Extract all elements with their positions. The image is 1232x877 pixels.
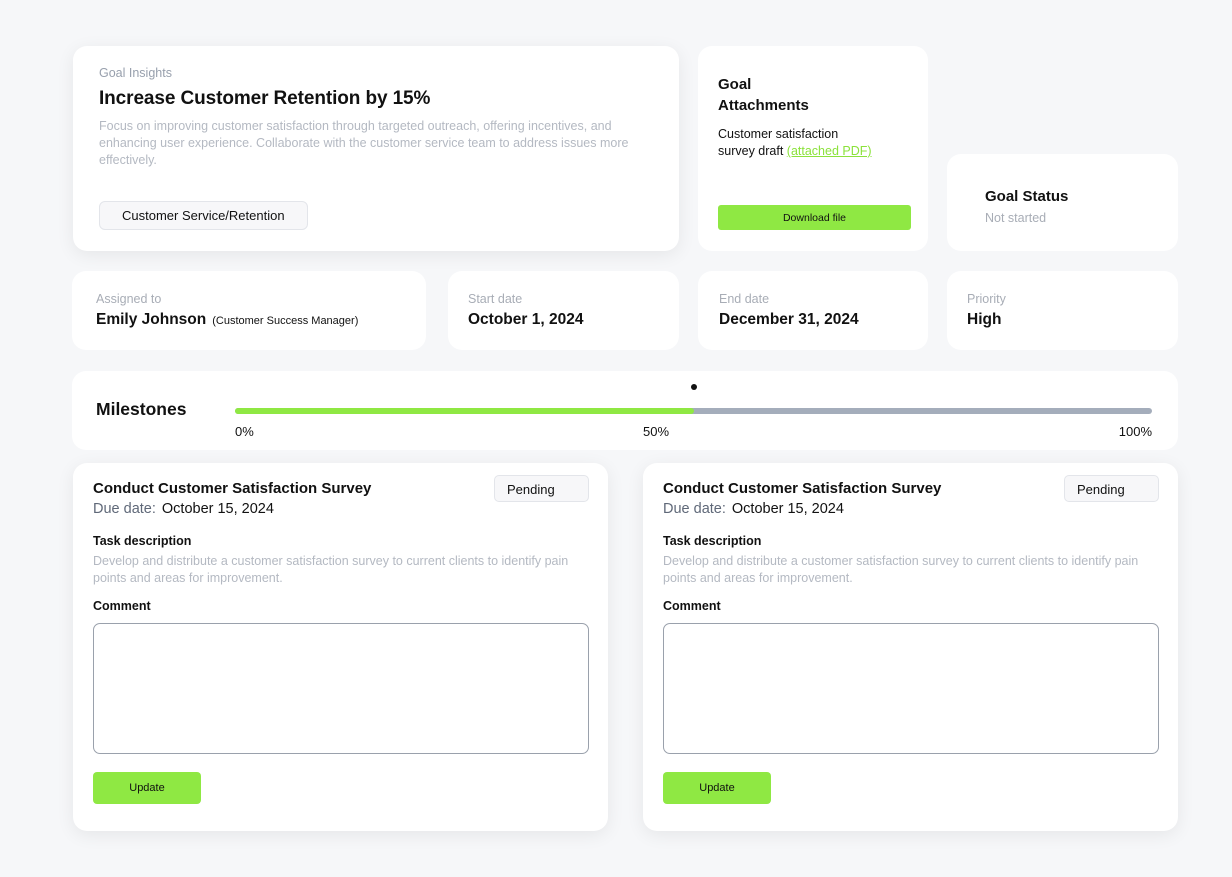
comment-input[interactable]: [93, 623, 589, 754]
task-due-date: Due date: October 15, 2024: [93, 501, 588, 517]
task-description-label: Task description: [663, 534, 762, 548]
attached-pdf-link[interactable]: (attached PDF): [786, 144, 872, 158]
due-date-label: Due date:: [663, 501, 726, 517]
milestones-title: Milestones: [96, 399, 187, 419]
milestone-progress-fill: [235, 408, 694, 414]
assigned-to-card: Assigned to Emily Johnson (Customer Succe…: [72, 271, 426, 350]
comment-input[interactable]: [663, 623, 1159, 754]
goal-attachments-card: Goal Attachments Customer satisfaction s…: [698, 46, 928, 251]
task-card: Conduct Customer Satisfaction Survey Pen…: [643, 463, 1178, 831]
task-description-label: Task description: [93, 534, 192, 548]
task-description: Develop and distribute a customer satisf…: [93, 554, 569, 585]
download-file-button[interactable]: Download file: [718, 205, 911, 230]
assigned-to-label: Assigned to: [96, 292, 162, 306]
progress-label-start: 0%: [235, 424, 254, 439]
priority-card: Priority High: [947, 271, 1178, 350]
update-button[interactable]: Update: [663, 772, 771, 804]
end-date-label: End date: [719, 292, 770, 306]
comment-label: Comment: [663, 599, 721, 613]
attachments-heading-line2: Attachments: [718, 97, 809, 114]
goal-status-heading: Goal Status: [985, 188, 1069, 205]
attachment-text-line2-label: survey draft: [718, 144, 784, 158]
end-date-value: December 31, 2024: [719, 311, 859, 328]
goal-insights-card: Goal Insights Increase Customer Retentio…: [73, 46, 679, 251]
start-date-label: Start date: [468, 292, 523, 306]
goal-status-value: Not started: [985, 211, 1047, 225]
goal-title: Increase Customer Retention by 15%: [99, 88, 431, 109]
update-button[interactable]: Update: [93, 772, 201, 804]
goal-insights-label: Goal Insights: [99, 66, 172, 80]
priority-value: High: [967, 311, 1002, 328]
attachments-heading: Goal Attachments: [718, 74, 911, 116]
goal-category-tag[interactable]: Customer Service/Retention: [99, 201, 308, 230]
due-date-value: October 15, 2024: [161, 501, 274, 517]
goal-status-card: Goal Status Not started: [947, 154, 1178, 251]
assignee: Emily Johnson (Customer Success Manager): [96, 311, 402, 329]
due-date-value: October 15, 2024: [731, 501, 844, 517]
progress-label-mid: 50%: [643, 424, 670, 439]
task-card: Conduct Customer Satisfaction Survey Pen…: [73, 463, 608, 831]
attachments-heading-line1: Goal: [718, 76, 752, 93]
attachment-description: Customer satisfaction survey draft (atta…: [718, 126, 911, 160]
task-status-select[interactable]: Pending: [494, 475, 589, 502]
milestone-progress-track: [235, 408, 1152, 414]
task-title: Conduct Customer Satisfaction Survey: [663, 480, 942, 497]
start-date-value: October 1, 2024: [468, 311, 584, 328]
priority-label: Priority: [967, 292, 1006, 306]
comment-label: Comment: [93, 599, 151, 613]
attachment-text-line2: survey draft (attached PDF): [718, 143, 911, 160]
task-title: Conduct Customer Satisfaction Survey: [93, 480, 372, 497]
end-date-card: End date December 31, 2024: [698, 271, 928, 350]
task-description: Develop and distribute a customer satisf…: [663, 554, 1139, 585]
assignee-name: Emily Johnson: [96, 311, 207, 328]
task-status-select[interactable]: Pending: [1064, 475, 1159, 502]
attachment-text-line1: Customer satisfaction: [718, 127, 839, 141]
assignee-role: (Customer Success Manager): [212, 315, 359, 327]
milestone-progress-marker: [690, 384, 697, 390]
start-date-card: Start date October 1, 2024: [448, 271, 679, 350]
progress-label-end: 100%: [1118, 424, 1152, 439]
milestones-card: Milestones 0% 50% 100%: [72, 371, 1178, 450]
due-date-label: Due date:: [93, 501, 156, 517]
task-due-date: Due date: October 15, 2024: [663, 501, 1158, 517]
goal-description: Focus on improving customer satisfaction…: [99, 119, 629, 167]
